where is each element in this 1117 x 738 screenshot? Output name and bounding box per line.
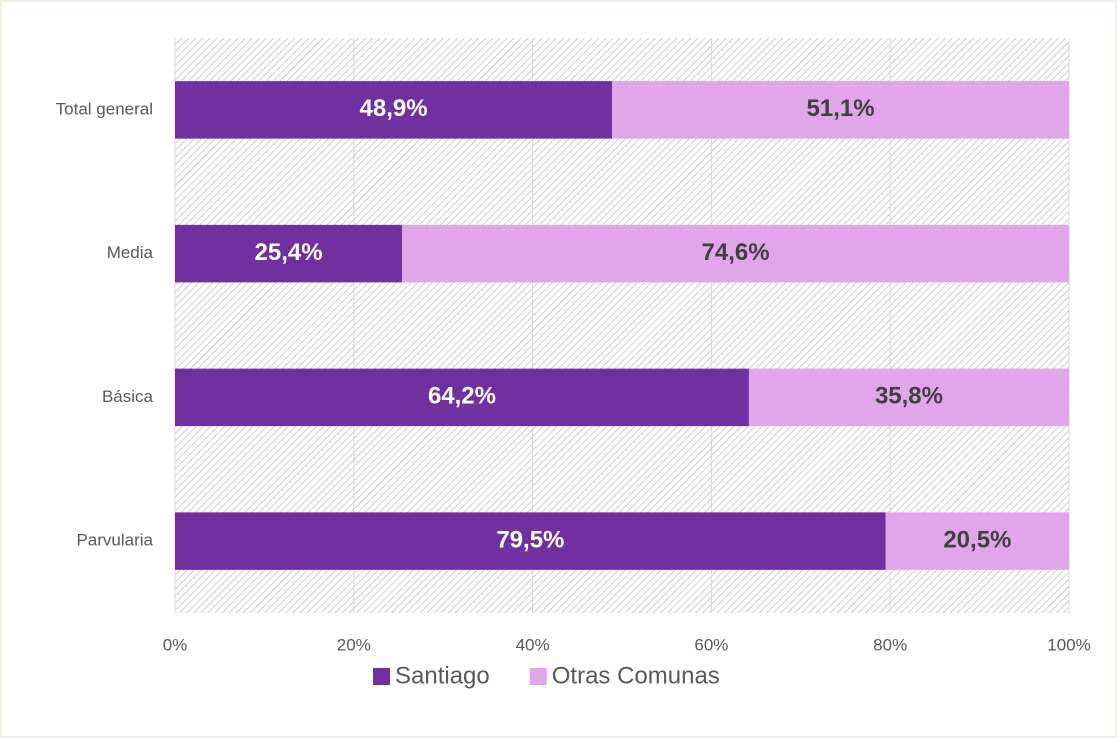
value-label: 74,6% <box>702 239 770 266</box>
bar <box>885 512 1069 570</box>
legend-swatch <box>529 668 547 685</box>
y-tick-label: Media <box>107 243 154 262</box>
bar <box>402 224 1069 283</box>
value-label: 64,2% <box>428 383 496 410</box>
bar <box>175 368 749 427</box>
bar <box>175 512 886 570</box>
value-label: 35,8% <box>875 383 943 410</box>
x-tick-label: 20% <box>337 635 371 654</box>
legend-label: Otras Comunas <box>552 662 720 689</box>
bar <box>748 368 1069 427</box>
value-label: 79,5% <box>496 526 564 553</box>
bar <box>612 81 1069 139</box>
x-tick-label: 40% <box>516 635 550 654</box>
x-tick-label: 0% <box>163 635 188 654</box>
x-tick-label: 60% <box>694 635 728 654</box>
value-label: 20,5% <box>943 526 1011 553</box>
x-tick-label: 100% <box>1047 635 1090 654</box>
y-tick-label: Básica <box>102 387 154 406</box>
legend-label: Santiago <box>395 662 490 689</box>
legend-swatch <box>373 668 390 685</box>
bar <box>175 81 613 139</box>
value-label: 51,1% <box>807 95 875 122</box>
bar <box>175 224 403 283</box>
y-tick-label: Parvularia <box>76 531 153 550</box>
x-tick-label: 80% <box>873 635 907 654</box>
y-tick-label: Total general <box>56 99 153 118</box>
value-label: 25,4% <box>255 239 323 266</box>
value-label: 48,9% <box>360 95 428 122</box>
